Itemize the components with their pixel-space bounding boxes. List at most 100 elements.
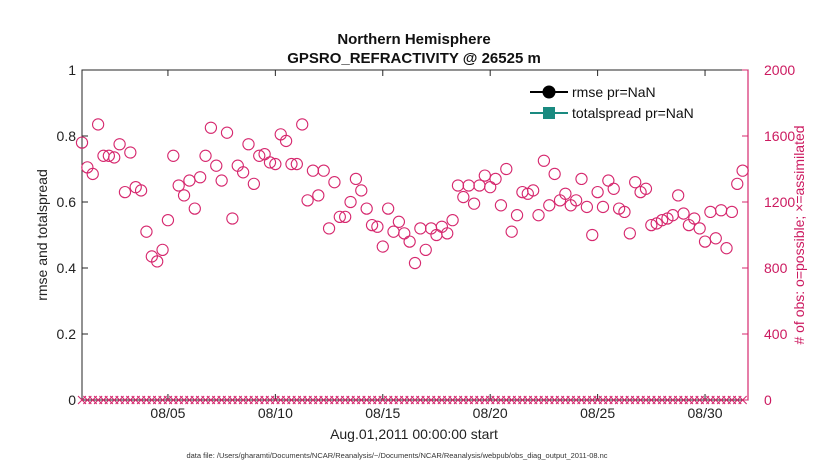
x-tick-label: 08/15 [365,405,400,421]
obs-possible-point [575,172,588,186]
obs-possible-point [290,157,303,171]
y-tick-label: 1 [68,62,76,78]
obs-possible-point [247,177,261,190]
obs-possible-point [220,126,234,139]
obs-possible-point [134,184,148,197]
legend-marker-totalspread [543,107,555,119]
obs-possible-point [151,255,164,268]
obs-possible-point [215,174,228,187]
obs-possible-point [322,222,336,235]
obs-possible-point [419,243,432,256]
obs-possible-point [113,138,126,151]
obs-possible-point [569,194,583,207]
obs-possible-point [140,225,153,238]
obs-possible-point [317,164,330,177]
obs-possible-point [494,199,508,212]
obs-possible-point [301,194,314,207]
obs-possible-point [467,197,481,210]
obs-assimilated-point [738,395,748,405]
obs-possible-point [172,179,185,192]
obs-possible-point [269,157,282,171]
y-axis-label: rmse and totalspread [34,169,50,301]
y-tick-label: 0.6 [57,194,77,210]
obs-possible-point [333,210,346,223]
obs-possible-point [376,240,389,253]
obs-possible-point [392,215,406,228]
y-right-tick-label: 1600 [764,128,795,144]
legend: rmse pr=NaN totalspread pr=NaN [524,78,740,124]
obs-possible-point [543,199,556,212]
y-right-tick-label: 1200 [764,194,795,210]
obs-possible-point [86,167,99,181]
obs-possible-point [360,202,373,215]
legend-marker-rmse [542,85,556,99]
obs-possible-point [596,200,610,214]
obs-possible-point [677,207,690,220]
obs-possible-point [645,218,658,232]
y-axis-label-right: # of obs: o=possible; ×=assimilated [791,125,807,344]
obs-possible-point [709,232,722,245]
obs-possible-point [194,171,207,184]
plot-area [81,69,749,401]
obs-possible-point [124,146,137,159]
x-tick-label: 08/20 [473,405,508,421]
obs-possible-point [108,151,121,164]
y-right-tick-label: 2000 [764,62,795,78]
data-marks [75,118,749,405]
obs-possible-point [210,159,223,172]
obs-possible-point [349,172,363,186]
obs-possible-point [623,227,636,240]
y-right-tick-label: 400 [764,326,788,342]
obs-possible-point [457,190,470,204]
obs-possible-point [204,121,218,134]
obs-possible-point [693,222,706,235]
obs-possible-point [177,189,191,202]
x-ticks: 08/05 08/10 08/15 08/20 08/25 08/30 [150,70,723,421]
x-tick-label: 08/30 [688,405,723,421]
obs-possible-point [510,209,524,222]
obs-possible-point [188,202,201,215]
obs-possible-point [339,210,352,223]
obs-possible-point [720,242,733,255]
x-tick-label: 08/10 [258,405,293,421]
obs-possible-point [253,149,266,162]
obs-possible-point [226,212,239,225]
obs-possible-point [505,225,518,238]
legend-label-rmse: rmse pr=NaN [572,84,656,100]
obs-possible-point [263,156,277,169]
obs-possible-point [355,184,368,197]
y-tick-label: 0.2 [57,326,77,342]
obs-possible-point [591,185,604,199]
x-axis-label: Aug.01,2011 00:00:00 start [330,426,498,442]
obs-possible-point [655,213,669,227]
obs-possible-point [408,256,422,270]
obs-possible-point [736,164,749,177]
obs-possible-point [725,205,739,219]
obs-possible-point [199,149,212,162]
obs-possible-point [532,209,545,222]
obs-possible-point [672,189,685,202]
obs-possible-point [629,176,642,189]
obs-possible-point [167,149,180,162]
legend-label-totalspread: totalspread pr=NaN [572,105,694,121]
right-y-ticks: 0 400 800 1200 1600 2000 [742,62,795,408]
obs-possible-point [371,220,384,233]
obs-possible-point [161,213,175,227]
obs-possible-point [639,182,653,195]
obs-possible-point [279,134,293,148]
obs-possible-point [537,154,551,167]
y-right-tick-label: 800 [764,260,788,276]
chart-title-line1: Northern Hemisphere [337,31,490,48]
obs-possible-point [489,172,502,186]
y-tick-label: 0 [68,392,76,408]
obs-possible-point [285,157,298,171]
obs-possible-point [500,162,513,176]
chart-title-line2: GPSRO_REFRACTIVITY @ 26525 m [287,50,541,67]
obs-possible-point [527,184,540,197]
obs-possible-point [242,138,255,151]
obs-possible-point [731,177,744,190]
obs-possible-point [441,227,454,240]
obs-possible-point [403,235,416,248]
obs-possible-point [580,200,594,214]
